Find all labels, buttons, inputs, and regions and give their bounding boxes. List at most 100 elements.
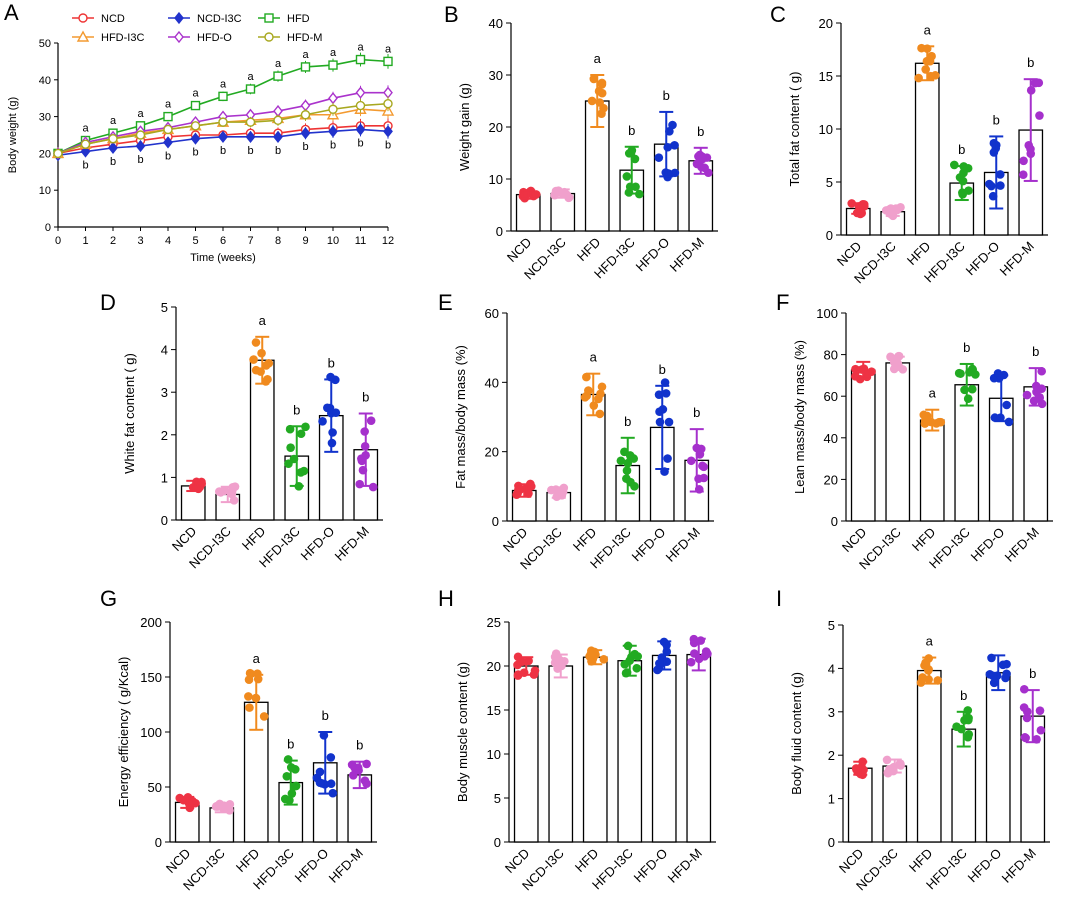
data-point-i [918,673,927,682]
data-point-e [664,417,674,427]
y-tick-label-d: 5 [161,300,168,315]
panel-label-d: D [100,290,116,315]
x-tick-label-g: HFD [233,846,262,875]
sig-letter-a-bottom: b [330,139,336,151]
data-point-g [348,770,358,780]
legend-a: NCD NCD-I3C HFD HFD-I3C HFD-O HFD-M [72,11,322,44]
data-point-e [616,456,626,466]
y-axis-title-c: Total fat content ( g) [787,72,802,187]
x-tick-label-c: HFD-M [997,239,1037,279]
legend-label-hfd: HFD [287,13,310,25]
sig-letter-g: a [253,651,261,666]
data-point-d [286,443,295,452]
data-point-h [701,647,711,656]
sig-letter-i: a [926,634,934,649]
data-point-ncd-i3c [190,132,201,145]
data-point-i [921,658,930,668]
data-point-hfd-m [108,133,118,144]
data-point-c [949,160,959,170]
data-point-b [654,153,664,162]
data-point-ncd-i3c [135,139,146,153]
data-point-b [634,189,644,199]
data-point-b [597,78,607,88]
y-tick-label-c: 10 [819,122,833,137]
data-point-g [184,799,194,808]
data-point-c [1031,78,1040,88]
x-tick-label-e: HFD-O [629,525,669,565]
sig-letter-a-top: a [330,47,337,59]
x-tick-label-f: HFD-M [1002,525,1042,565]
bar-h-hfd [582,656,608,843]
x-tick-label-e: HFD-M [663,525,703,565]
data-point-e [661,389,671,398]
x-tick-label-d: NCD [169,524,200,555]
x-tick-label-i: HFD-O [965,846,1005,886]
data-point-e [597,382,607,392]
sig-letter-a-bottom: b [247,145,253,157]
data-point-hfd-m [218,117,228,127]
data-point-f [851,364,860,374]
data-point-f [926,417,936,427]
data-point-d [264,358,274,368]
data-point-i [963,732,973,742]
data-point-h [690,649,699,658]
sig-letter-e: a [590,350,598,365]
y-tick-label-f: 100 [816,306,838,321]
y-tick-label-c: 20 [819,16,833,31]
data-point-hfd-m [300,110,311,120]
data-point-g [244,675,254,684]
data-point-g [259,712,269,721]
data-point-e [694,474,703,484]
data-point-hfd [163,111,173,122]
data-point-i [1019,703,1029,712]
y-tick-label-d: 4 [161,343,168,358]
data-point-f [967,384,977,394]
bar-h-hfd-i3c [617,660,643,843]
panel-label-a: A [4,0,19,25]
data-point-e [620,447,629,457]
data-point-ncd-i3c [108,141,118,155]
data-point-hfd-o [355,86,366,99]
data-point-g [282,771,292,781]
data-point-e [524,489,533,498]
bar-i-hfd [916,669,942,843]
y-tick-label-g: 0 [155,835,162,850]
y-tick-label-h: 10 [487,747,501,762]
data-point-ncd-i3c [355,123,366,136]
legend-marker-hfd-m [264,32,274,42]
data-point-d [323,403,332,413]
x-tick-label-e: HFD [570,525,599,554]
data-point-h [620,659,630,669]
legend-label-ncd-i3c: NCD-I3C [197,13,242,25]
data-point-c [858,199,868,209]
data-point-hfd [245,84,256,94]
x-tick-label-b: HFD [574,235,603,264]
x-tick-label-h: HFD [572,846,601,875]
y-tick-label-a: 0 [45,222,51,234]
x-tick-label-a: 6 [220,235,226,247]
data-point-ncd-i3c [273,130,283,143]
data-point-b [631,182,640,192]
data-point-f [1022,390,1032,400]
data-point-i [1022,713,1032,723]
data-point-d [299,466,309,476]
sig-letter-e: b [693,405,700,420]
data-point-c [926,71,936,81]
x-axis-title-a: Time (weeks) [190,252,256,264]
x-tick-label-e: NCD [500,525,531,556]
y-tick-label-h: 0 [494,835,501,850]
data-point-b [597,109,606,118]
sig-letter-b: b [628,123,635,138]
legend-label-ncd: NCD [101,13,125,25]
sig-letter-a-bottom: b [302,141,308,153]
data-point-h [513,652,523,662]
y-tick-label-c: 5 [826,175,833,190]
data-point-i [882,755,892,765]
sig-letter-a-bottom: b [137,154,143,166]
y-axis-title-f: Lean mass/body mass (%) [792,340,807,494]
data-point-b [550,190,560,199]
